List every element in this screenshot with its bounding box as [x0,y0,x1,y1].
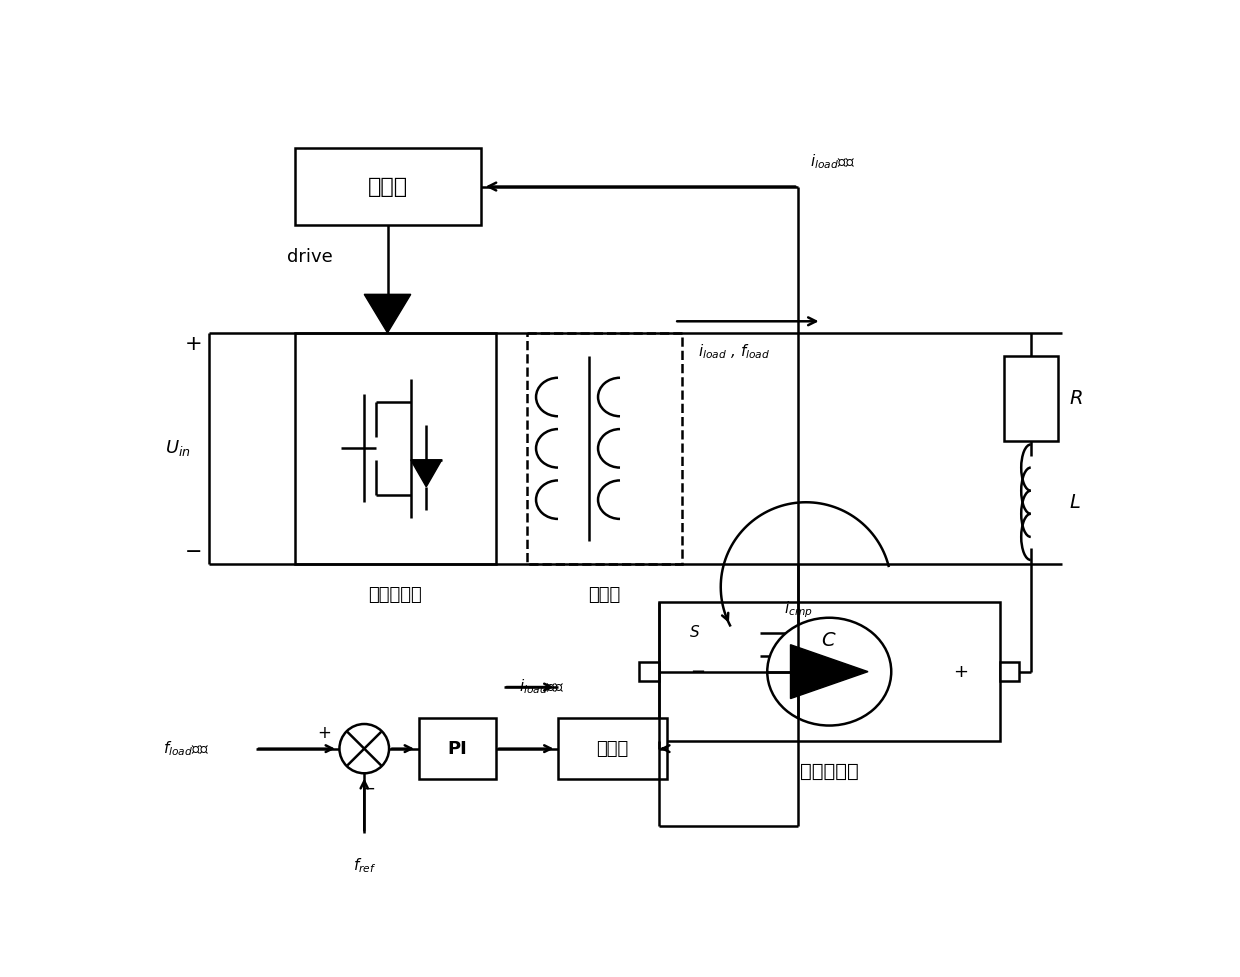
Ellipse shape [768,617,892,726]
Text: PI: PI [448,740,467,757]
Circle shape [340,724,389,773]
Bar [527,333,682,564]
Polygon shape [410,460,441,487]
Bar [295,149,481,225]
Bar [295,333,496,564]
Text: $i_{load}$采样: $i_{load}$采样 [520,678,564,697]
Text: 乘法器: 乘法器 [596,740,629,757]
Text: +: + [954,662,968,681]
Text: $f_{ref}$: $f_{ref}$ [352,857,376,875]
Text: 单相逆变器: 单相逆变器 [368,585,422,604]
Text: 可控电流源: 可控电流源 [800,762,858,782]
Text: −: − [185,542,202,563]
Text: 锁相环: 锁相环 [367,177,408,196]
Text: $i_{cmp}$: $i_{cmp}$ [784,600,812,620]
Text: $f_{load}$采样: $f_{load}$采样 [162,740,208,758]
Text: $i_{load}$ , $f_{load}$: $i_{load}$ , $f_{load}$ [697,343,770,361]
Bar [1003,356,1058,441]
Text: C: C [821,631,835,651]
Text: R: R [1069,389,1083,407]
Text: L: L [1069,492,1080,512]
Text: $i_{load}$采样: $i_{load}$采样 [810,152,854,171]
Bar [558,718,667,780]
Polygon shape [791,645,868,699]
Text: −: − [361,780,374,797]
Text: 变压器: 变压器 [588,585,621,604]
Polygon shape [365,294,410,333]
Bar [419,718,496,780]
Bar [640,662,658,681]
Text: $U_{in}$: $U_{in}$ [165,439,191,458]
Text: −: − [689,662,706,681]
Text: +: + [185,334,202,355]
Text: S: S [689,625,699,641]
Bar [658,603,999,741]
Text: drive: drive [286,248,332,266]
Bar [999,662,1019,681]
Text: +: + [317,724,331,743]
